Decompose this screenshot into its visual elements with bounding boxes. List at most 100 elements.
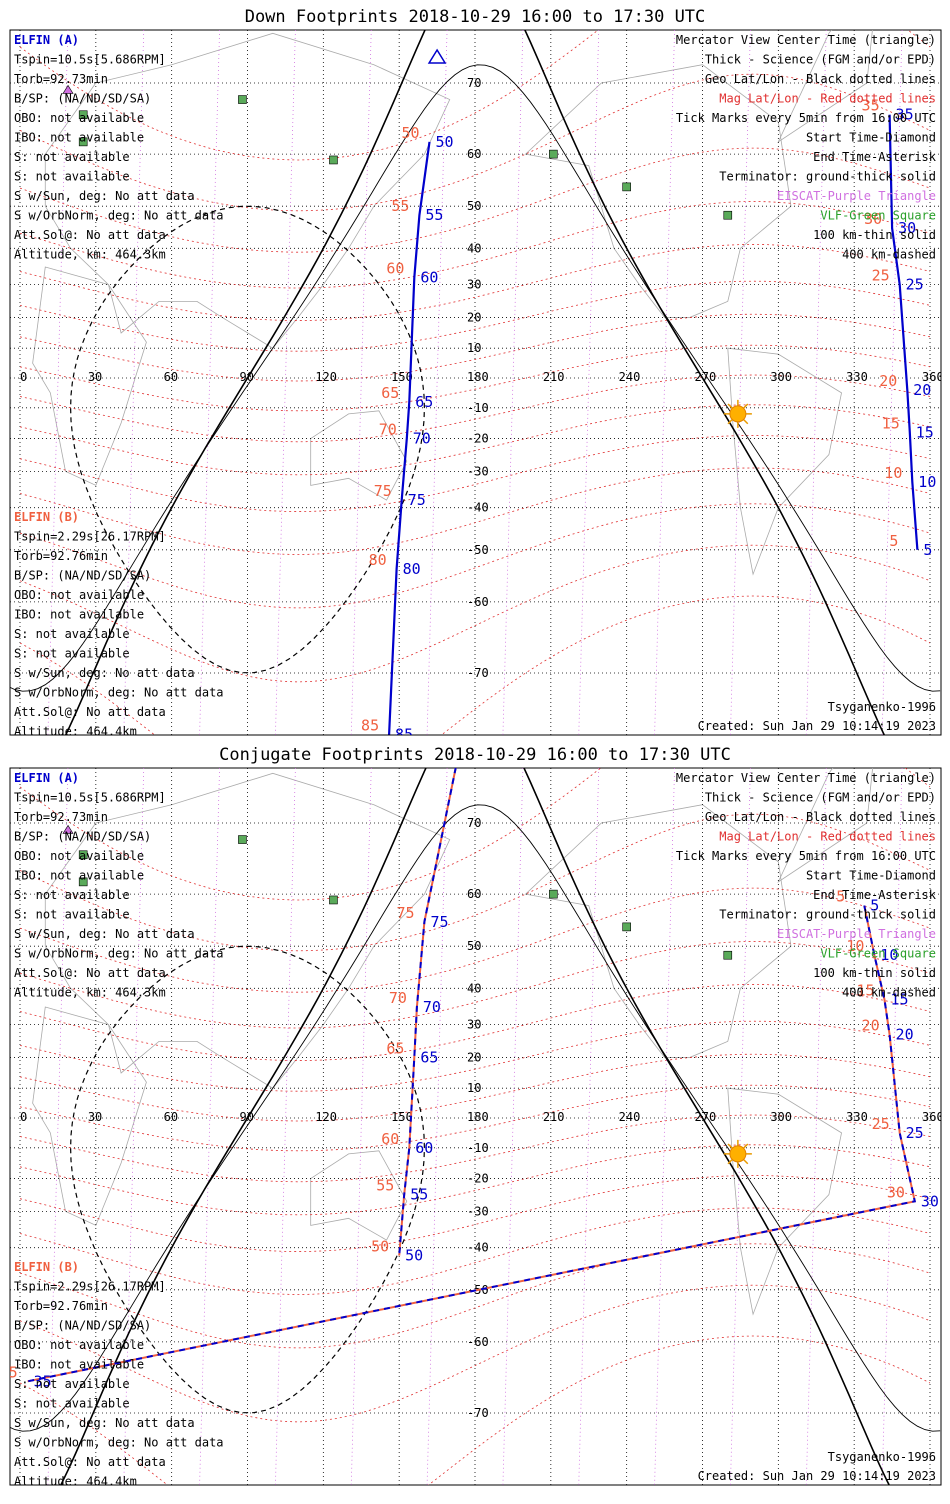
legend-line: Tick Marks every 5min from 16:00 UTC: [676, 111, 936, 125]
info-line: S w/Sun, deg: No att data: [14, 1416, 195, 1430]
mag-parallel: [19, 344, 931, 412]
mag-meridian: [426, 768, 448, 1485]
legend-line: Geo Lat/Lon - Black dotted lines: [705, 72, 936, 86]
sun-ray: [727, 1143, 733, 1149]
legend-line: Mercator View Center Time (triangle): [676, 33, 936, 47]
mag-parallel: [19, 1084, 931, 1152]
mag-grid: [19, 768, 931, 1485]
sun-disc: [729, 1145, 747, 1163]
lon-tick-label: 300: [770, 1110, 792, 1124]
lat-tick-label: -10: [467, 1141, 489, 1155]
track-tick-orange: 10: [884, 464, 902, 482]
legend-line: Thick - Science (FGM and/or EPD): [705, 791, 936, 805]
track-tick-blue: 65: [420, 1048, 438, 1066]
lat-tick-label: -70: [467, 1406, 489, 1420]
track-tick-blue: 10: [918, 473, 936, 491]
info-line: Torb=92.73min: [14, 72, 108, 86]
eiscat-triangle: [62, 84, 74, 94]
mag-parallel: [19, 467, 931, 555]
lon-tick-label: 180: [467, 370, 489, 384]
coastline: [310, 410, 408, 501]
vlf-square: [238, 95, 247, 104]
elfin-b-info: ELFIN (B) Tspin=2.29s[26.17RPM] Torb=92.76…: [14, 1260, 224, 1489]
track-tick-blue: 10: [880, 946, 898, 964]
lon-tick-label: 150: [391, 1110, 413, 1124]
info-line: Altitude: 464.4km: [14, 1475, 137, 1489]
vlf-square: [329, 155, 338, 165]
panel-down: Down Footprints 2018-10-29 16:00 to 17:3…: [9, 7, 942, 739]
lon-tick-label: 30: [88, 1110, 102, 1124]
mag-meridian: [578, 768, 600, 1485]
lat-tick-label: -20: [467, 432, 489, 446]
center-time-triangle: [427, 48, 447, 64]
lat-tick-label: 40: [467, 981, 481, 995]
map-frame: [9, 767, 942, 1486]
sun-ray: [743, 1143, 749, 1149]
track-tick-orange: 50: [371, 1238, 389, 1256]
info-line: S: not available: [14, 170, 130, 184]
vlf-square: [622, 922, 631, 932]
track-tick-blue: 55: [410, 1186, 428, 1204]
legend-line: VLF-Green Square: [820, 947, 936, 961]
mag-meridian: [350, 30, 372, 735]
legend-line: End Time-Asterisk: [813, 150, 937, 164]
mag-meridian: [730, 768, 751, 1485]
track-tick-blue: 65: [415, 393, 433, 411]
panel-conjugate: Conjugate Footprints 2018-10-29 16:00 to…: [9, 717, 942, 1489]
track-tick-blue: 60: [415, 1139, 433, 1157]
lon-tick-label: 0: [20, 1110, 27, 1124]
elfin-b-info: ELFIN (B) Tspin=2.29s[26.17RPM] Torb=92.76…: [14, 510, 224, 739]
lon-tick-label: 60: [164, 1110, 178, 1124]
lat-tick-label: 20: [467, 1050, 481, 1064]
mag-parallel: [19, 374, 931, 443]
lon-tick-label: 240: [619, 1110, 641, 1124]
legend: Mercator View Center Time (triangle) Thic…: [676, 33, 937, 262]
vlf-square: [78, 877, 88, 887]
legend: Mercator View Center Time (triangle) Thic…: [676, 771, 937, 1000]
info-line: IBO: not available: [14, 869, 144, 883]
terminator-100km: [10, 64, 941, 692]
legend-line: 400 km-dashed: [842, 248, 936, 262]
coastline: [777, 30, 873, 143]
track-tick-blue: 20: [896, 1026, 914, 1044]
legend-line: Terminator: ground-thick solid: [719, 170, 936, 184]
mag-parallel: [19, 1174, 931, 1253]
info-line: Altitude, km: 464.3km: [14, 248, 166, 262]
sun-ray: [727, 403, 733, 409]
track-tick-blue: 5: [870, 897, 879, 915]
lat-tick-label: -30: [467, 1204, 489, 1218]
legend-line: Geo Lat/Lon - Black dotted lines: [705, 810, 936, 824]
track-tick-orange: 15: [857, 982, 875, 1000]
mag-parallel: [19, 1284, 931, 1423]
info-line: Tspin=10.5s[5.686RPM]: [14, 53, 166, 67]
terminator-ground: [59, 768, 891, 1485]
lon-tick-label: 210: [543, 1110, 565, 1124]
legend-line: Thick - Science (FGM and/or EPD): [705, 53, 936, 67]
legend-line: Mag Lat/Lon - Red dotted lines: [719, 830, 936, 844]
mag-parallel: [19, 434, 931, 513]
lat-tick-label: -40: [467, 501, 489, 515]
lon-tick-label: 270: [695, 370, 717, 384]
track-tick-orange: 75: [374, 482, 392, 500]
info-line: Att.Sol@: No att data: [14, 966, 166, 980]
mag-parallel: [19, 1207, 931, 1295]
mag-parallel: [19, 404, 931, 476]
track-tick-blue: 80: [403, 560, 421, 578]
sun-disc: [729, 405, 747, 423]
track-tick-orange: 65: [386, 1039, 404, 1057]
info-line: Tspin=2.29s[26.17RPM]: [14, 1280, 166, 1294]
info-line: S: not available: [14, 1397, 130, 1411]
lat-tick-label: 50: [467, 939, 481, 953]
legend-line: 100 km-thin solid: [813, 228, 936, 242]
info-line: Torb=92.76min: [14, 549, 108, 563]
mag-meridians: [47, 30, 903, 735]
mag-meridian: [350, 768, 372, 1485]
track-tick-orange: 80: [434, 717, 452, 735]
info-line: B/SP: (NA/ND/SD/SA): [14, 830, 151, 844]
mag-parallel: [19, 147, 931, 253]
mag-meridian: [275, 768, 296, 1485]
track-tick-orange: 60: [386, 260, 404, 278]
track-tick-blue: 50: [405, 1247, 423, 1265]
coastline: [310, 1150, 408, 1241]
